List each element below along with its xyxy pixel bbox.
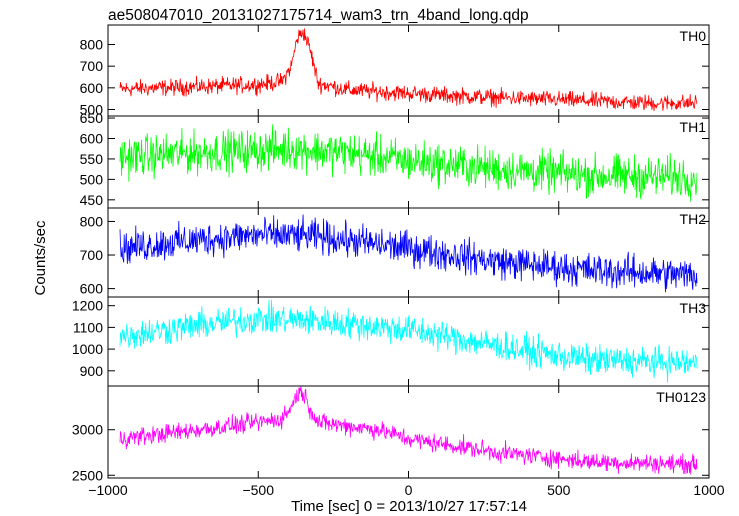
y-tick-label-th3: 1200: [72, 298, 103, 314]
y-tick-label-th1: 650: [80, 110, 104, 126]
y-tick-label-th0: 500: [80, 102, 104, 118]
y-tick-label-th1: 600: [80, 130, 104, 146]
y-tick-label-th1: 550: [80, 151, 104, 167]
panel-label-th0: TH0: [680, 28, 707, 44]
panel-label-th1: TH1: [680, 119, 707, 135]
x-tick-label: −500: [242, 482, 274, 498]
x-tick-label: 1000: [693, 482, 724, 498]
y-tick-label-th3: 900: [80, 363, 104, 379]
y-tick-label-th3: 1000: [72, 341, 103, 357]
y-tick-label-th2: 600: [80, 281, 104, 297]
panel-label-th0123: TH0123: [656, 389, 706, 405]
panel-label-th3: TH3: [680, 300, 707, 316]
y-tick-label-th0123: 2500: [72, 467, 103, 483]
panel-label-th2: TH2: [680, 211, 707, 227]
y-tick-label-th0: 600: [80, 80, 104, 96]
x-tick-label: −1000: [88, 482, 128, 498]
y-tick-label-th2: 700: [80, 247, 104, 263]
series-line-th0123: [119, 386, 698, 475]
panel-frame-th3: [107, 296, 710, 387]
series-line-th1: [119, 124, 698, 202]
y-tick-label-th1: 500: [80, 171, 104, 187]
chart-title: ae508047010_20131027175714_wam3_trn_4ban…: [108, 7, 529, 24]
x-tick-label: 0: [405, 482, 413, 498]
y-axis-label: Counts/sec: [32, 220, 49, 296]
x-axis-label: Time [sec] 0 = 2013/10/27 17:57:14: [291, 498, 527, 515]
series-line-th3: [119, 299, 698, 383]
panels-group: 500 600 700 800 TH0 450 500 550 600 650 TH1 600 700 8…: [72, 24, 725, 498]
y-tick-label-th3: 1100: [73, 319, 103, 335]
y-tick-label-th0: 700: [80, 58, 104, 74]
series-line-th2: [119, 214, 698, 293]
series-line-th0: [119, 28, 698, 112]
x-tick-label: 500: [547, 482, 571, 498]
y-tick-label-th2: 800: [80, 213, 104, 229]
y-tick-label-th1: 450: [80, 192, 104, 208]
y-tick-label-th0123: 3000: [72, 422, 103, 438]
panel-frame-th2: [107, 207, 710, 298]
y-tick-label-th0: 800: [80, 37, 104, 53]
